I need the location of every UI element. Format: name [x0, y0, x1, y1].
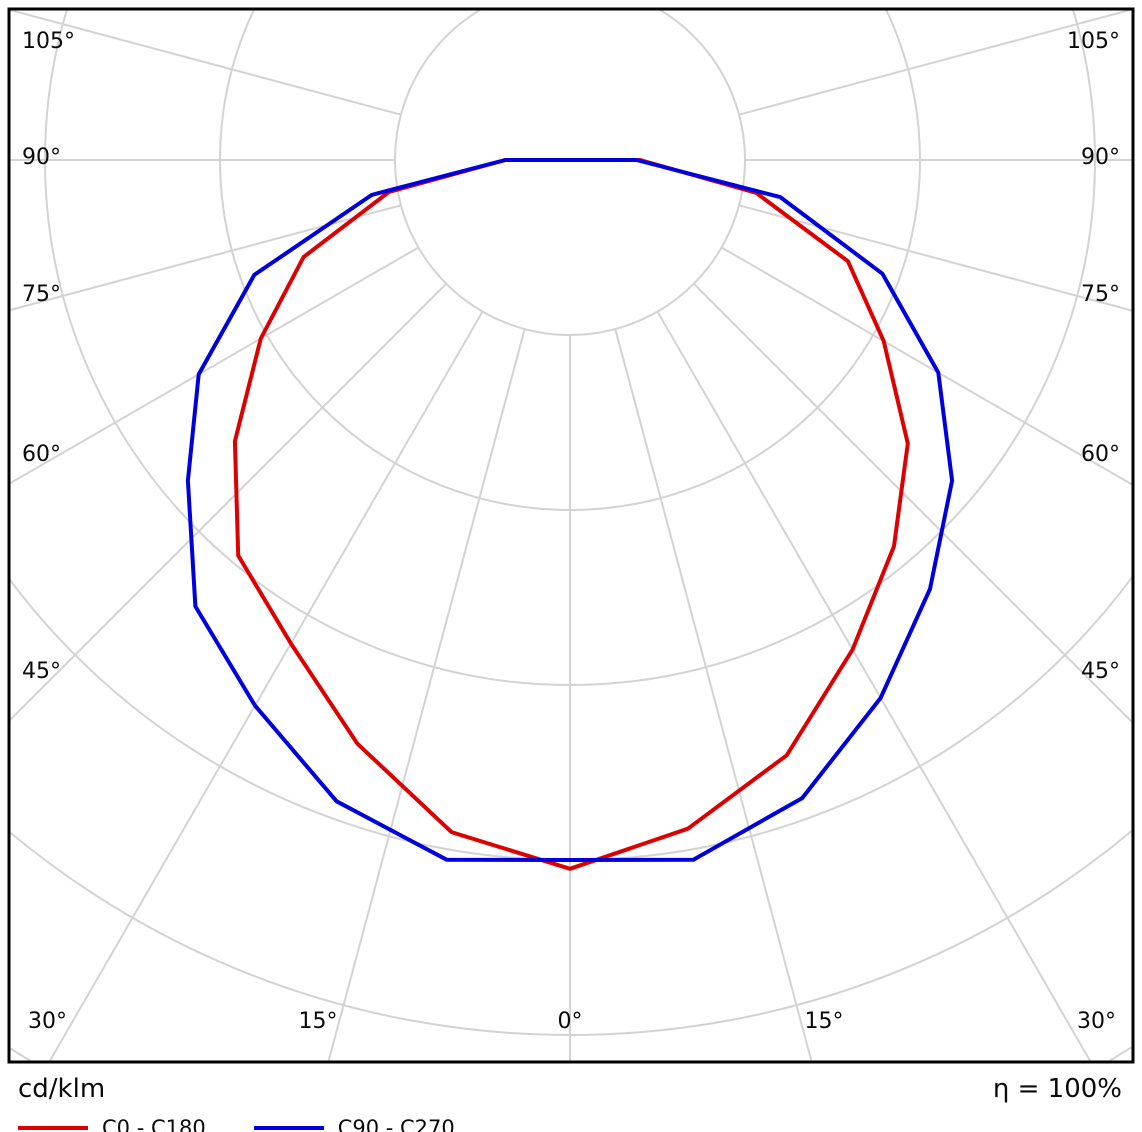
grid-ray — [692, 282, 1132, 723]
angle-label-right: 90° — [1081, 145, 1120, 170]
angle-label-left: 90° — [22, 145, 61, 170]
angle-label-bottom: 15° — [805, 1009, 844, 1034]
legend: C0 - C180 C90 - C270 — [18, 1116, 1122, 1132]
curves — [185, 158, 955, 871]
efficiency-label: η = 100% — [992, 1074, 1122, 1104]
legend-line-c90-c270 — [253, 1126, 324, 1130]
legend-label-c0-c180: C0 - C180 — [102, 1116, 206, 1132]
angle-label-bottom: 30° — [28, 1009, 67, 1034]
grid-ray — [10, 282, 448, 721]
polar-chart: 105° 90° 75° 60° 45° 105° 90° 75° 60° 45° 30° 15° 0°… — [7, 7, 1135, 1064]
legend-label-c90-c270: C90 - C270 — [337, 1116, 455, 1132]
grid-ray — [656, 311, 1092, 1061]
angle-label-right: 60° — [1081, 442, 1120, 467]
grid-rays — [10, 10, 1132, 1061]
grid-ray — [738, 204, 1132, 312]
plot-border — [7, 7, 1135, 1064]
polar-curve-c0-c180 — [232, 158, 910, 871]
unit-label: cd/klm — [18, 1074, 106, 1104]
angle-label-left: 45° — [22, 659, 61, 684]
footer-row: cd/klm η = 100% — [18, 1074, 1122, 1104]
legend-line-c0-c180 — [18, 1126, 88, 1130]
grid-ray — [721, 246, 1132, 486]
angle-label-bottom: 30° — [1077, 1009, 1116, 1034]
angle-label-bottom: 15° — [299, 1009, 338, 1034]
plot-area — [10, 10, 1132, 1061]
polar-curve-c90-c270 — [185, 158, 955, 862]
angle-label-left: 105° — [22, 29, 75, 54]
angle-label-right: 75° — [1081, 282, 1120, 307]
angle-label-right: 45° — [1081, 659, 1120, 684]
angle-label-left: 60° — [22, 442, 61, 467]
angle-labels: 105° 90° 75° 60° 45° 105° 90° 75° 60° 45° 30° 15° 0°… — [22, 29, 1120, 1034]
chart-footer: cd/klm η = 100% C0 - C180 C90 - C270 — [0, 1070, 1142, 1132]
grid-ray — [10, 204, 402, 311]
grid-ray — [10, 10, 402, 116]
grid-ray — [327, 328, 526, 1061]
angle-label-right: 105° — [1067, 29, 1120, 54]
grid-ray — [10, 246, 419, 485]
grid-ray — [614, 328, 813, 1061]
grid-ray — [48, 311, 484, 1061]
angle-label-left: 75° — [22, 282, 61, 307]
grid-ray — [738, 10, 1132, 116]
angle-label-bottom: 0° — [558, 1009, 583, 1034]
